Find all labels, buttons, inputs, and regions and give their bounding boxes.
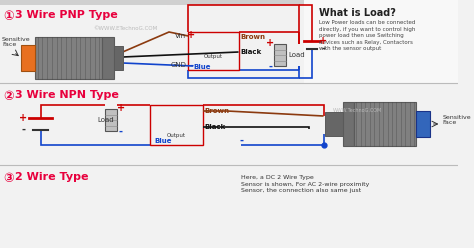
Text: ②: ② [3,90,14,103]
Text: Load: Load [289,52,305,58]
Bar [416,111,430,137]
Bar [105,109,117,131]
Text: Here, a DC 2 Wire Type
Sensor is shown, For AC 2-wire proximity
Sensor, the conn: Here, a DC 2 Wire Type Sensor is shown, … [241,175,370,193]
Text: +: + [19,113,27,123]
Text: Low Power loads can be connected
directly, if you want to control high
power loa: Low Power loads can be connected directl… [319,20,415,51]
Text: Sensitive
Face: Sensitive Face [2,37,30,47]
Bar [355,102,416,146]
Bar [102,37,114,79]
Bar [21,45,35,71]
Bar [150,105,203,145]
Text: Output: Output [204,54,223,59]
Text: Sensitive
Face: Sensitive Face [442,115,471,125]
Bar [188,32,238,70]
Text: -: - [268,62,273,72]
Text: 3 Wire NPN Type: 3 Wire NPN Type [16,90,119,100]
Text: What is Load?: What is Load? [319,8,396,18]
Text: Brown: Brown [205,108,230,114]
Text: GND: GND [171,62,186,68]
Text: ③: ③ [3,172,14,185]
Text: 2 Wire Type: 2 Wire Type [16,172,89,182]
Text: Blue: Blue [155,138,172,144]
Bar [274,44,286,66]
Text: Blue: Blue [193,64,210,70]
Text: Output: Output [167,132,186,137]
Bar [343,102,355,146]
Text: Vin: Vin [175,33,186,39]
Text: +: + [187,30,195,40]
Text: 3 Wire PNP Type: 3 Wire PNP Type [16,10,118,20]
Text: Black: Black [240,49,262,55]
Bar [114,46,123,69]
Bar [326,112,343,136]
Text: ①: ① [3,10,14,23]
Text: -: - [321,44,326,54]
Text: +: + [117,103,125,113]
Text: -: - [189,61,193,71]
Text: +: + [266,38,274,48]
Text: Brown: Brown [240,34,265,40]
Text: ©WWW.ETechnoG.COM: ©WWW.ETechnoG.COM [93,26,158,31]
Text: -: - [118,127,123,137]
Text: Load: Load [98,117,114,123]
Bar [304,0,458,83]
Text: -: - [21,125,25,135]
Text: WWW.TechnoG.COM: WWW.TechnoG.COM [333,107,382,113]
Bar [35,37,102,79]
Text: -: - [239,136,244,146]
Bar [0,0,458,5]
Text: Black: Black [205,124,226,130]
Text: +: + [319,36,328,46]
